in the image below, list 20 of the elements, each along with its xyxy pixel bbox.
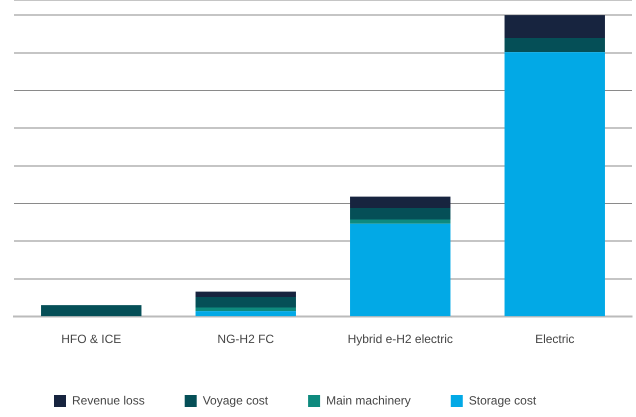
bar	[504, 52, 605, 316]
x-tick-label: Hybrid e-H2 electric	[348, 332, 453, 346]
legend-label: Storage cost	[468, 393, 537, 408]
bar	[41, 305, 142, 316]
bar	[350, 196, 450, 208]
bar	[196, 292, 296, 297]
legend-label: Revenue loss	[72, 393, 145, 408]
bar	[196, 311, 296, 316]
x-tick-label: NG-H2 FC	[217, 332, 274, 346]
bar	[504, 15, 605, 38]
legend-label: Main machinery	[326, 393, 411, 408]
bar	[350, 208, 450, 220]
bar	[504, 38, 605, 52]
bar	[196, 297, 296, 308]
x-tick-label: Electric	[535, 332, 574, 346]
bar	[350, 224, 450, 316]
x-tick-label: HFO & ICE	[61, 332, 122, 346]
bar	[196, 308, 296, 312]
bar	[350, 220, 450, 224]
legend-label: Voyage cost	[202, 393, 269, 408]
